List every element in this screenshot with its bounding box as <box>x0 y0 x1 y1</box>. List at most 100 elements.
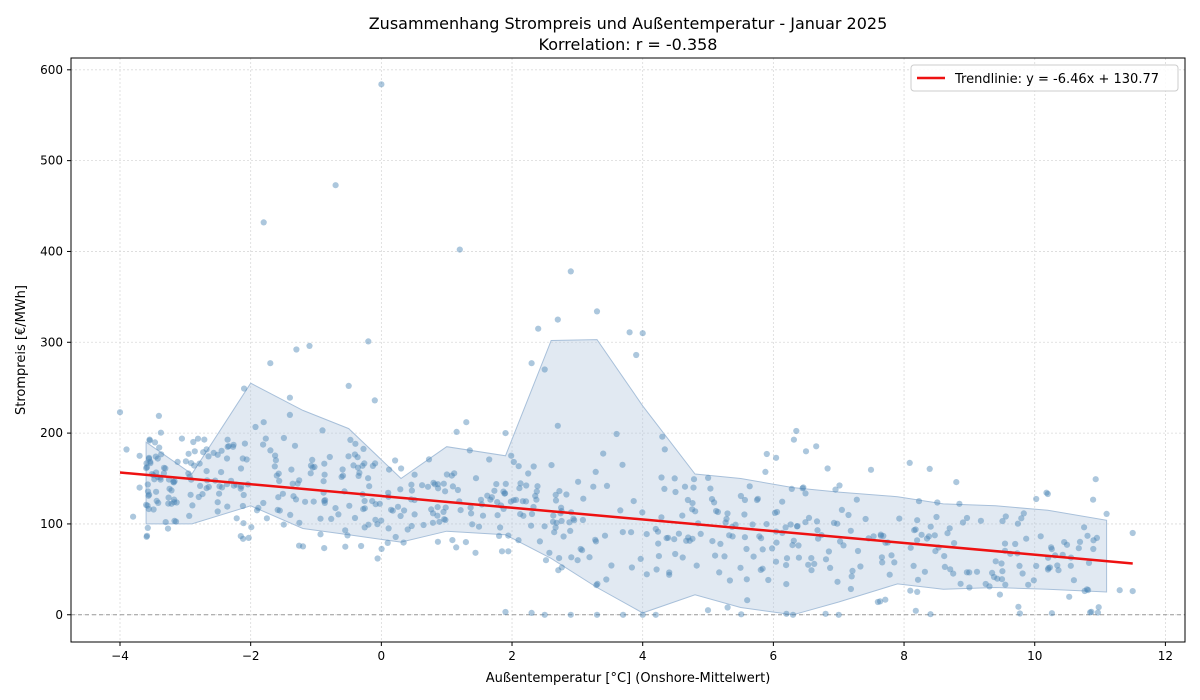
scatter-point <box>216 483 223 490</box>
scatter-point <box>594 580 601 588</box>
scatter-point <box>170 478 177 485</box>
scatter-point <box>145 492 152 499</box>
scatter-point <box>448 472 455 479</box>
scatter-point <box>1103 510 1110 517</box>
scatter-point <box>372 516 379 523</box>
scatter-point <box>182 458 189 465</box>
scatter-point <box>1037 533 1044 540</box>
scatter-point <box>912 607 919 614</box>
scatter-point <box>293 346 300 353</box>
scatter-point <box>151 476 158 483</box>
scatter-point <box>374 521 381 528</box>
scatter-point <box>164 525 172 532</box>
scatter-point <box>705 474 712 481</box>
scatter-point <box>475 523 483 530</box>
scatter-point <box>769 545 776 552</box>
scatter-point <box>577 545 584 553</box>
scatter-point <box>143 465 150 472</box>
scatter-point <box>332 182 339 189</box>
scatter-point <box>1033 495 1040 503</box>
scatter-point <box>927 523 934 530</box>
scatter-point <box>116 409 124 416</box>
scatter-point <box>523 482 530 489</box>
scatter-point <box>837 538 844 545</box>
scatter-point <box>522 498 530 505</box>
scatter-point <box>533 488 540 495</box>
scatter-point <box>253 507 261 514</box>
scatter-point <box>497 524 504 531</box>
scatter-point <box>505 532 512 539</box>
scatter-point <box>262 435 269 442</box>
scatter-point <box>230 443 237 450</box>
scatter-point <box>802 448 810 455</box>
scatter-point <box>763 521 770 528</box>
scatter-point <box>998 560 1005 567</box>
scatter-point <box>925 533 933 540</box>
scatter-point <box>570 515 577 522</box>
scatter-point <box>528 510 536 518</box>
scatter-point <box>451 470 458 477</box>
scatter-point <box>608 562 615 569</box>
scatter-point <box>171 517 178 525</box>
scatter-point <box>440 508 447 515</box>
scatter-point <box>805 561 812 568</box>
scatter-point <box>525 470 532 477</box>
scatter-point <box>245 534 252 542</box>
scatter-point <box>385 489 392 496</box>
scatter-point <box>946 525 953 532</box>
scatter-point <box>773 508 781 516</box>
scatter-point <box>472 549 479 556</box>
scatter-point <box>549 518 557 525</box>
scatter-point <box>811 560 818 568</box>
scatter-point <box>339 472 347 479</box>
y-tick-label: 500 <box>40 154 63 168</box>
x-tick-label: −2 <box>242 649 260 663</box>
scatter-point <box>953 479 960 486</box>
scatter-point <box>554 422 561 429</box>
scatter-point <box>729 533 736 540</box>
scatter-point <box>429 510 437 517</box>
scatter-point <box>171 499 178 506</box>
scatter-point <box>931 532 938 539</box>
scatter-point <box>369 462 376 469</box>
scatter-point <box>150 506 157 513</box>
scatter-point <box>317 515 324 522</box>
scatter-point <box>779 498 786 505</box>
scatter-point <box>1002 581 1009 588</box>
scatter-point <box>805 514 813 522</box>
scatter-point <box>241 440 248 447</box>
scatter-point <box>1048 610 1055 617</box>
scatter-point <box>411 471 418 478</box>
scatter-point <box>216 490 223 497</box>
scatter-point <box>743 545 750 553</box>
scatter-point <box>824 465 831 472</box>
scatter-point <box>354 464 362 471</box>
scatter-point <box>286 411 293 418</box>
scatter-point <box>652 525 659 533</box>
scatter-point <box>397 486 404 493</box>
scatter-point <box>321 545 328 552</box>
scatter-point <box>143 533 150 540</box>
scatter-point <box>339 466 346 473</box>
scatter-point <box>726 532 733 539</box>
scatter-point <box>151 439 159 446</box>
scatter-point <box>520 512 527 519</box>
scatter-point <box>580 495 587 502</box>
scatter-point <box>713 507 720 515</box>
scatter-point <box>613 430 620 438</box>
scatter-point <box>1048 544 1055 551</box>
scatter-point <box>579 547 586 554</box>
scatter-point <box>574 557 581 564</box>
scatter-point <box>1045 565 1052 572</box>
scatter-point <box>906 459 913 466</box>
scatter-point <box>145 505 152 513</box>
x-tick-label: 6 <box>770 649 778 663</box>
scatter-point <box>203 485 210 492</box>
scatter-point <box>1061 539 1068 546</box>
scatter-point <box>428 506 435 513</box>
scatter-point <box>1087 609 1094 616</box>
scatter-point <box>168 500 175 507</box>
scatter-point <box>376 500 383 507</box>
scatter-point <box>123 446 130 453</box>
scatter-point <box>243 456 250 463</box>
